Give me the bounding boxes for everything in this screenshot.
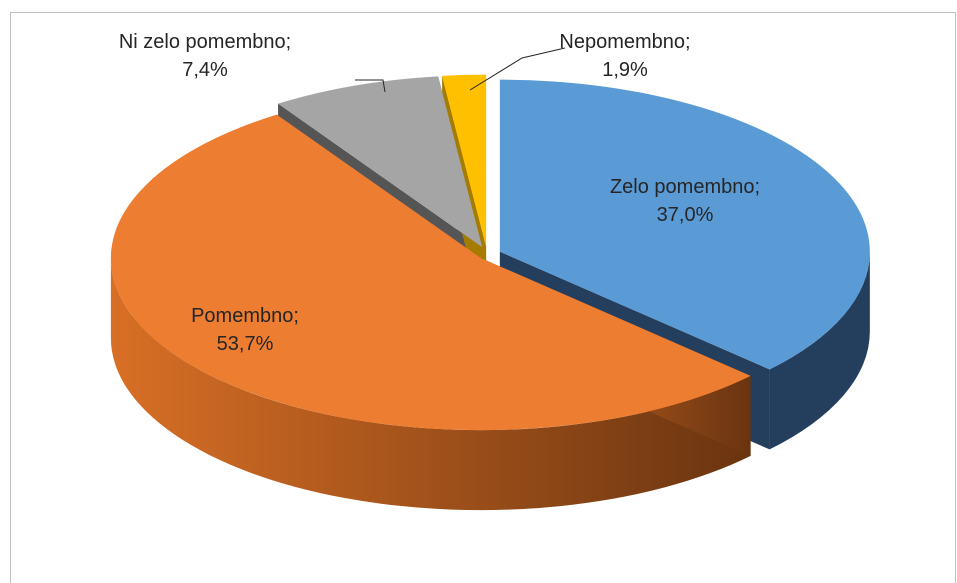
slice (442, 74, 487, 247)
slice (278, 76, 483, 248)
leader-line (469, 47, 566, 91)
leader-line (355, 79, 386, 93)
label-category: Ni zelo pomembno (119, 31, 286, 53)
data-label: Ni zelo pomembno; 7,4% (119, 31, 291, 81)
label-value: 7,4% (182, 59, 228, 81)
label-separator: ; (286, 31, 292, 53)
label-separator: ; (754, 176, 760, 198)
label-value: 1,9% (602, 59, 648, 81)
label-category: Nepomembno (559, 31, 685, 53)
label-separator: ; (293, 305, 299, 327)
label-value: 37,0% (657, 204, 714, 226)
data-label: Nepomembno; 1,9% (559, 31, 690, 81)
data-label: Zelo pomembno; 37,0% (610, 176, 760, 226)
slice (499, 79, 870, 370)
slice (110, 114, 751, 431)
data-label: Pomembno; 53,7% (191, 305, 299, 355)
label-value: 53,7% (217, 333, 274, 355)
label-category: Zelo pomembno (610, 176, 755, 198)
label-separator: ; (685, 31, 691, 53)
slice-side (769, 251, 870, 450)
label-category: Pomembno (191, 305, 293, 327)
slice-side (110, 258, 751, 511)
